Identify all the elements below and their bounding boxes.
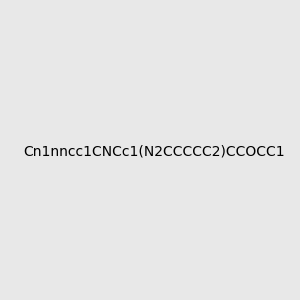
Text: Cn1nncc1CNCc1(N2CCCCC2)CCOCC1: Cn1nncc1CNCc1(N2CCCCC2)CCOCC1 [23,145,285,158]
